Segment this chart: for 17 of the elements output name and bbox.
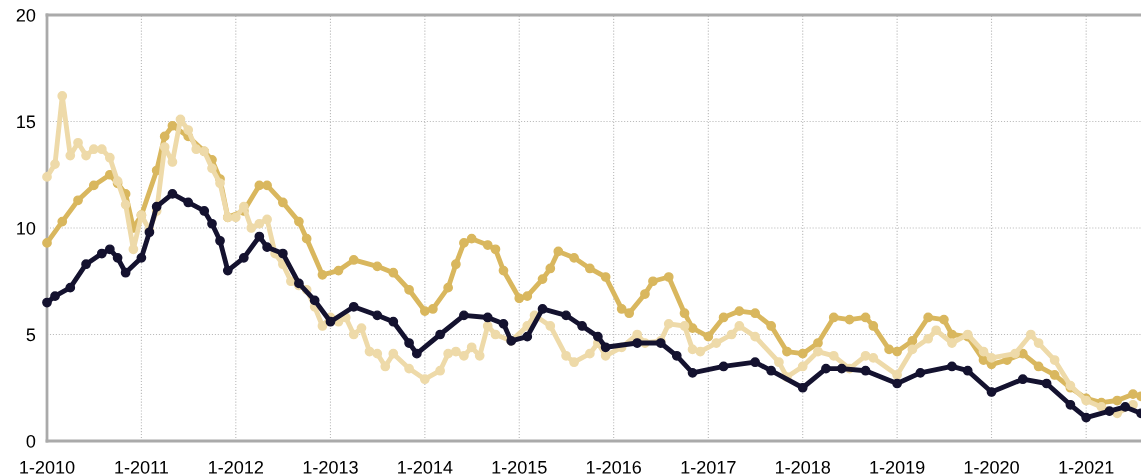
y-tick-label: 15 (17, 115, 36, 129)
x-tick-label: 1-2015 (492, 460, 547, 474)
x-tick-label: 1-2019 (870, 460, 925, 474)
x-tick-label: 1-2018 (775, 460, 831, 474)
x-tick-label: 1-2012 (209, 460, 264, 474)
x-tick-label: 1-2016 (586, 460, 641, 474)
y-tick-label: 5 (26, 328, 36, 342)
y-tick-label: 10 (17, 221, 36, 235)
y-tick-label: 0 (26, 434, 36, 448)
y-tick-label: 20 (16, 8, 36, 22)
x-tick-label: 1-2021 (1059, 460, 1114, 474)
x-tick-label: 1-2020 (964, 460, 1019, 474)
x-tick-label: 1-2013 (303, 460, 358, 474)
x-tick-label: 1-2017 (681, 460, 736, 474)
x-tick-label: 1-2014 (398, 460, 453, 474)
x-tick-label: 1-2011 (115, 460, 168, 474)
x-tick-label: 1-2010 (20, 460, 75, 474)
